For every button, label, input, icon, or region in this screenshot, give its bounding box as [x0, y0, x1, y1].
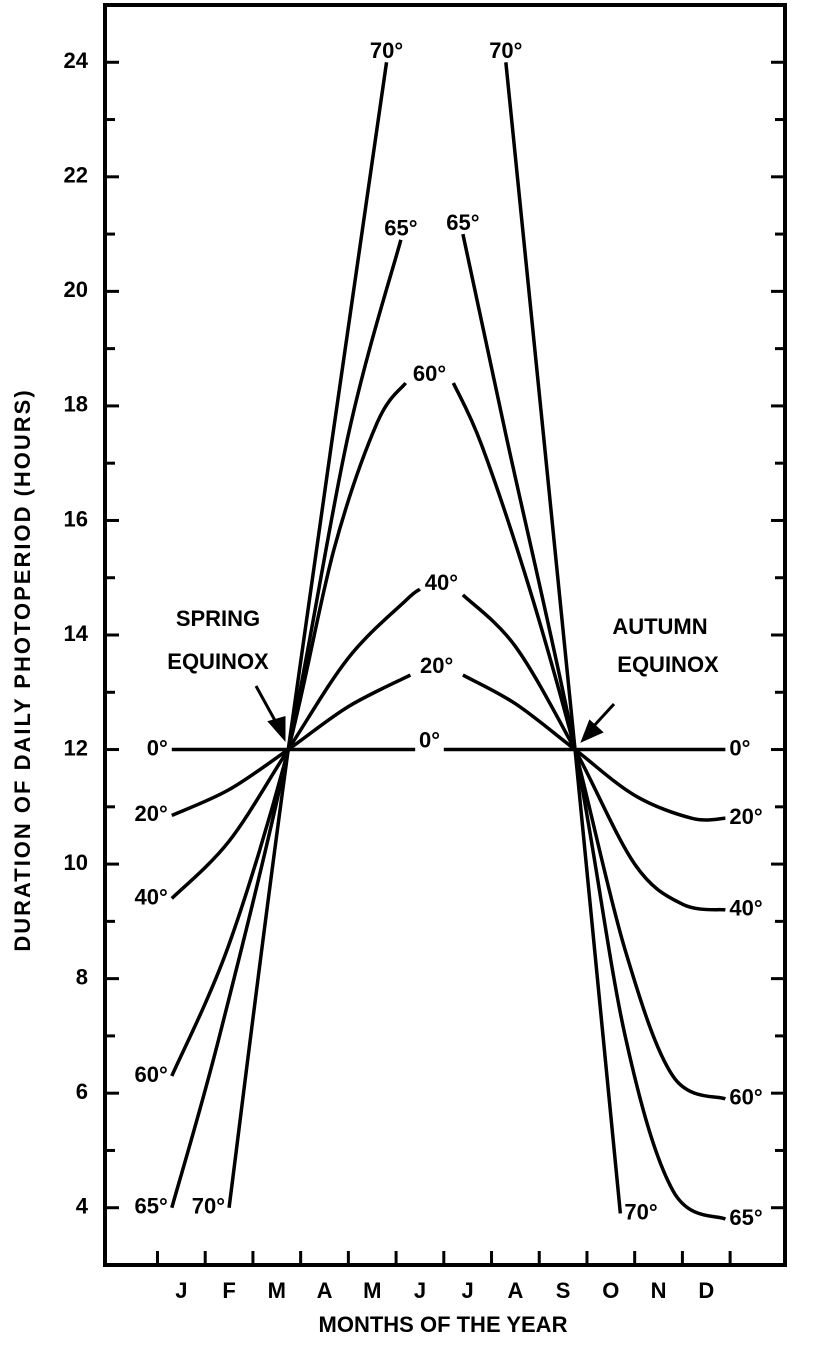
curve-label: 0°	[147, 735, 168, 760]
curve-label: 70°	[192, 1194, 225, 1219]
curve-label: 0°	[729, 735, 750, 760]
y-tick-label: 24	[64, 48, 89, 73]
x-tick-label: A	[317, 1278, 333, 1303]
x-tick-label: J	[175, 1278, 187, 1303]
x-tick-label: D	[698, 1278, 714, 1303]
curve-label: 65°	[729, 1205, 762, 1230]
curve-label: 40°	[729, 896, 762, 921]
y-tick-label: 6	[76, 1079, 88, 1104]
curve-label: 0°	[419, 727, 440, 752]
y-tick-label: 12	[64, 735, 88, 760]
curve-label: 70°	[370, 38, 403, 63]
y-tick-label: 14	[64, 621, 89, 646]
y-tick-label: 4	[76, 1194, 89, 1219]
curve-label: 40°	[135, 884, 168, 909]
x-tick-label: J	[414, 1278, 426, 1303]
curve-label: 60°	[729, 1085, 762, 1110]
curve-label: 65°	[135, 1194, 168, 1219]
series-line	[170, 587, 726, 912]
annotation: EQUINOX	[617, 652, 719, 677]
series-line	[170, 233, 727, 1221]
curve-label: 65°	[384, 216, 417, 241]
series-line	[227, 62, 623, 1214]
x-tick-label: J	[462, 1278, 474, 1303]
arrow-head	[267, 716, 286, 742]
curve-label: 65°	[446, 210, 479, 235]
curve-label: 60°	[135, 1062, 168, 1087]
y-tick-label: 10	[64, 850, 88, 875]
y-tick-label: 18	[64, 392, 88, 417]
x-tick-label: N	[651, 1278, 667, 1303]
curve-label: 70°	[489, 38, 522, 63]
arrow	[590, 702, 616, 730]
x-axis-title: MONTHS OF THE YEAR	[319, 1312, 568, 1337]
x-tick-label: M	[268, 1278, 286, 1303]
x-tick-label: S	[556, 1278, 571, 1303]
y-tick-label: 20	[64, 277, 88, 302]
curve-label: 70°	[624, 1199, 657, 1224]
y-tick-label: 22	[64, 163, 88, 188]
curve-label: 40°	[425, 570, 458, 595]
x-tick-label: M	[363, 1278, 381, 1303]
curve-label: 60°	[413, 361, 446, 386]
curve-label: 20°	[420, 653, 453, 678]
x-tick-label: O	[602, 1278, 619, 1303]
annotation: EQUINOX	[167, 649, 269, 674]
equinox-arrows	[254, 685, 616, 743]
curve-label: 20°	[135, 801, 168, 826]
x-tick-label: F	[222, 1278, 235, 1303]
annotation: SPRING	[176, 606, 260, 631]
y-tick-label: 8	[76, 964, 88, 989]
y-tick-label: 16	[64, 506, 88, 531]
curve-label: 20°	[729, 804, 762, 829]
annotation: AUTUMN	[612, 614, 707, 639]
arrow-head	[580, 719, 604, 743]
y-axis-title: DURATION OF DAILY PHOTOPERIOD (HOURS)	[10, 388, 35, 951]
series-line	[171, 673, 726, 822]
x-tick-label: A	[507, 1278, 523, 1303]
